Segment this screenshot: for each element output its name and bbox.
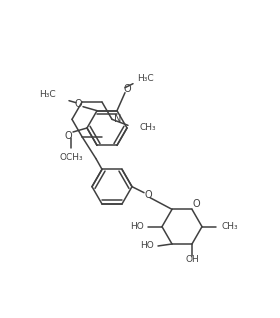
Text: O: O (64, 131, 72, 141)
Text: CH₃: CH₃ (140, 123, 157, 132)
Text: H₃C: H₃C (39, 90, 55, 99)
Text: O: O (74, 99, 82, 109)
Text: CH₃: CH₃ (222, 222, 239, 231)
Text: O: O (144, 190, 152, 200)
Text: OCH₃: OCH₃ (59, 153, 83, 162)
Text: N: N (114, 114, 122, 124)
Text: HO: HO (140, 241, 154, 251)
Text: O: O (192, 199, 200, 209)
Text: OH: OH (185, 255, 199, 265)
Text: O: O (123, 84, 131, 94)
Text: H₃C: H₃C (137, 74, 153, 83)
Text: HO: HO (130, 222, 144, 231)
